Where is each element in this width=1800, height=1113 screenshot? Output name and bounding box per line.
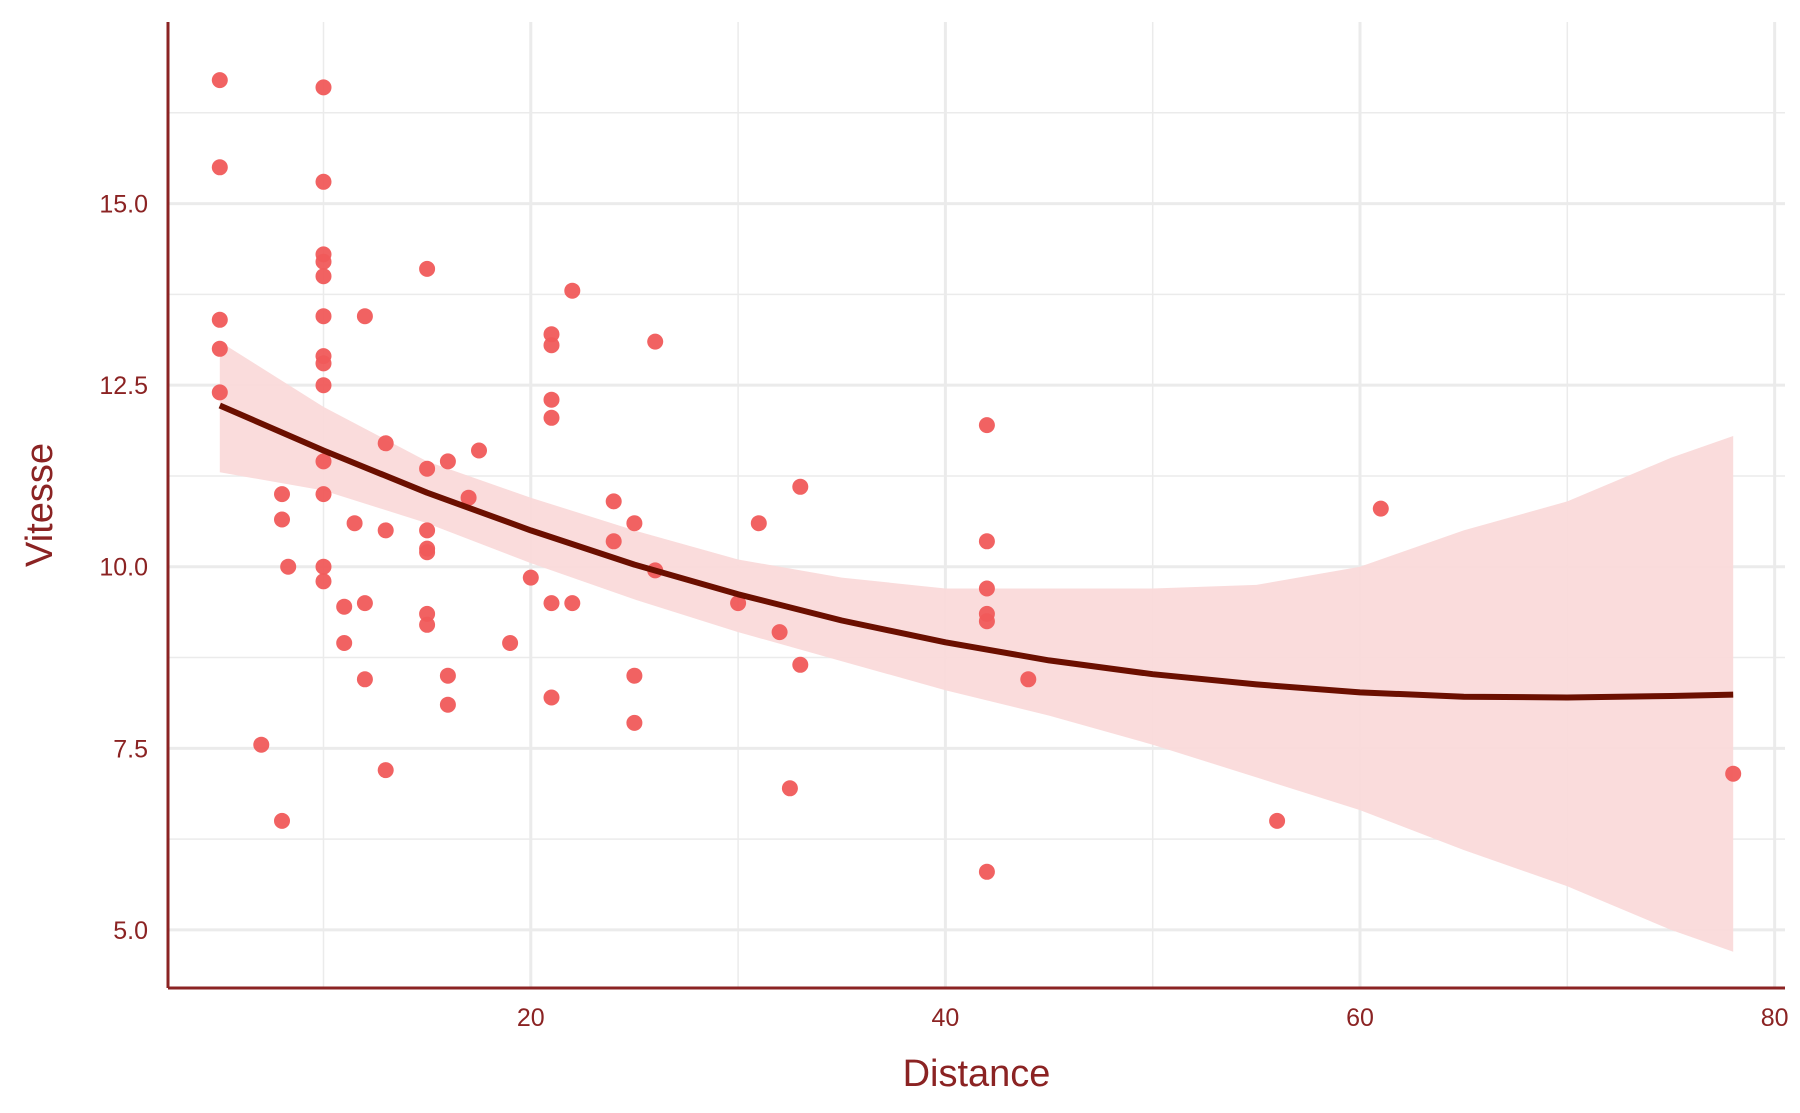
y-tick-label: 5.0: [113, 917, 148, 945]
data-point: [419, 544, 436, 561]
data-point: [419, 260, 436, 277]
y-axis-ticks: 5.0 7.5 10.0 12.5 15.0: [99, 191, 148, 945]
data-point: [564, 282, 581, 299]
data-point: [564, 595, 581, 612]
data-point: [978, 533, 995, 550]
data-point: [336, 598, 353, 615]
data-point: [978, 417, 995, 434]
fit-line-layer: [218, 402, 1734, 701]
data-point: [315, 253, 332, 270]
data-point: [781, 780, 798, 797]
data-point: [211, 311, 228, 328]
data-point: [792, 656, 809, 673]
data-point: [730, 595, 747, 612]
data-point: [543, 595, 560, 612]
data-point: [211, 384, 228, 401]
x-tick-label: 40: [931, 1004, 959, 1032]
x-axis-ticks: 20 40 60 80: [517, 1004, 1789, 1032]
y-axis-title: Vitesse: [19, 443, 61, 567]
data-point: [626, 714, 643, 731]
data-point: [315, 453, 332, 470]
data-point: [460, 489, 477, 506]
data-point: [543, 337, 560, 354]
data-point: [419, 522, 436, 539]
data-point: [522, 569, 539, 586]
data-point: [1725, 765, 1742, 782]
data-point: [439, 667, 456, 684]
data-point: [1020, 671, 1037, 688]
data-point: [211, 159, 228, 176]
data-point: [356, 308, 373, 325]
data-point: [605, 493, 622, 510]
data-point: [315, 377, 332, 394]
major-grid: [168, 22, 1785, 988]
data-point: [211, 72, 228, 89]
data-point: [274, 486, 290, 503]
x-axis-title: Distance: [903, 1053, 1051, 1095]
data-point: [419, 616, 436, 633]
data-point: [471, 442, 487, 459]
data-point: [543, 409, 560, 426]
data-point: [978, 613, 995, 630]
data-point: [346, 515, 363, 532]
data-point: [356, 595, 373, 612]
data-point: [315, 268, 332, 285]
y-tick-label: 12.5: [99, 372, 148, 400]
data-point: [315, 173, 332, 190]
y-tick-label: 15.0: [99, 191, 148, 219]
y-tick-label: 7.5: [113, 735, 148, 763]
data-point: [543, 689, 560, 706]
data-point: [543, 391, 560, 408]
data-point: [377, 762, 394, 779]
data-point: [439, 696, 456, 713]
data-point: [336, 635, 353, 651]
data-point: [978, 863, 995, 880]
data-point: [626, 667, 643, 684]
data-point: [750, 515, 767, 532]
data-point: [626, 515, 643, 532]
y-tick-label: 10.0: [99, 554, 148, 582]
data-point: [605, 533, 622, 550]
data-point: [274, 812, 290, 829]
data-point: [978, 580, 995, 597]
axes: [166, 22, 1785, 990]
data-point: [419, 460, 436, 477]
data-point: [356, 671, 373, 688]
data-point: [1372, 500, 1389, 517]
data-point: [1269, 812, 1286, 829]
data-point: [315, 486, 332, 503]
data-point: [315, 573, 332, 590]
data-point: [792, 478, 809, 495]
data-point: [502, 635, 519, 651]
data-point: [315, 558, 332, 575]
x-tick-label: 80: [1761, 1004, 1789, 1032]
data-point: [647, 333, 664, 350]
fit-line: [218, 402, 1734, 701]
data-point: [315, 308, 332, 325]
data-point: [315, 79, 332, 96]
data-point: [280, 558, 297, 575]
data-point: [253, 736, 270, 753]
data-point: [377, 522, 394, 539]
x-tick-label: 60: [1346, 1004, 1374, 1032]
x-tick-label: 20: [517, 1004, 545, 1032]
data-point: [315, 355, 332, 372]
data-point: [771, 624, 788, 641]
data-point: [439, 453, 456, 470]
data-point: [377, 435, 394, 452]
data-point: [274, 511, 290, 528]
data-point: [211, 340, 228, 357]
